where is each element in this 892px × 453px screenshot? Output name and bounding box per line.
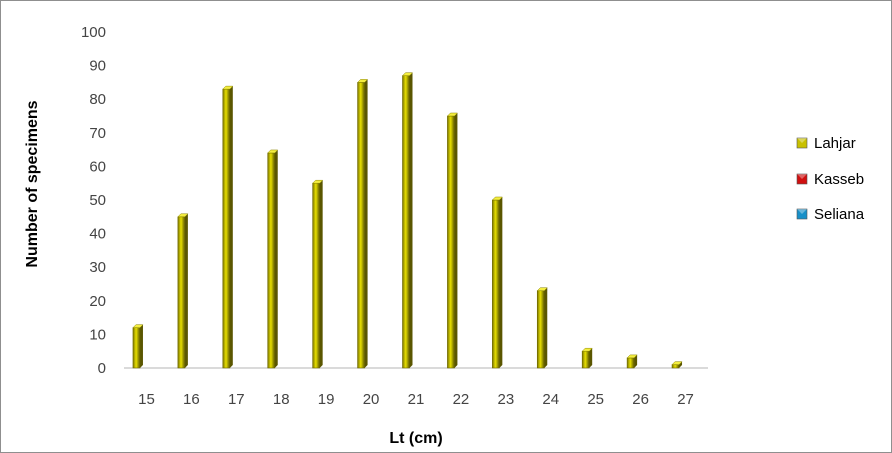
bar-cap <box>581 347 593 352</box>
bar <box>356 79 369 369</box>
bar-side <box>589 348 593 368</box>
x-tick-label: 17 <box>228 391 245 408</box>
bar-cap <box>312 179 324 184</box>
bar-face <box>626 357 635 369</box>
x-tick-label: 21 <box>408 391 425 408</box>
bar-cap <box>356 79 369 83</box>
bar-face <box>581 350 590 369</box>
bar-side <box>274 149 278 368</box>
bar-face <box>492 199 500 369</box>
bar-cap <box>222 85 234 90</box>
bar-cap <box>177 213 189 218</box>
x-axis-ticks: 15 16 17 18 19 20 21 22 23 24 25 26 27 <box>138 391 694 408</box>
y-tick-label: 80 <box>89 91 106 108</box>
bar-face <box>447 115 455 369</box>
x-tick-label: 15 <box>138 391 155 408</box>
bar-face <box>132 327 141 369</box>
bar <box>177 213 189 369</box>
bar <box>626 354 638 369</box>
x-axis-title: Lt (cm) <box>389 430 442 447</box>
x-tick-label: 23 <box>498 391 515 408</box>
bar-side <box>364 79 368 369</box>
bar-cap <box>267 149 279 154</box>
bar-face <box>357 82 365 369</box>
bar <box>491 196 503 369</box>
y-tick-label: 60 <box>89 158 106 175</box>
bar-side <box>544 287 548 368</box>
x-tick-label: 16 <box>183 391 200 408</box>
legend-swatch-highlight <box>797 174 807 179</box>
x-tick-label: 26 <box>632 391 649 408</box>
bar <box>222 85 234 369</box>
bar <box>446 112 459 369</box>
bar-cap <box>401 72 414 76</box>
x-tick-label: 24 <box>542 391 559 408</box>
legend-swatch <box>796 173 808 185</box>
y-tick-label: 20 <box>89 293 106 310</box>
y-tick-label: 10 <box>89 326 106 343</box>
legend-item: Seliana <box>796 206 865 223</box>
bar-cap <box>132 324 144 328</box>
y-tick-label: 30 <box>89 259 106 276</box>
bar-face <box>177 216 186 369</box>
bar-side <box>499 197 503 368</box>
bar-face <box>222 88 231 369</box>
legend-label: Seliana <box>814 206 865 223</box>
bar-side <box>409 72 413 369</box>
bar-face <box>671 364 680 369</box>
legend-item: Lahjar <box>796 135 856 152</box>
legend-swatch <box>796 137 808 149</box>
bar-side <box>634 354 638 368</box>
bar-cap <box>491 196 503 201</box>
legend-item: Kasseb <box>796 171 864 188</box>
bar-side <box>679 361 683 368</box>
bar <box>401 72 414 369</box>
bar-face <box>312 182 320 369</box>
x-tick-label: 18 <box>273 391 290 408</box>
x-tick-label: 27 <box>677 391 694 408</box>
bar-cap <box>626 354 638 359</box>
bar-side <box>229 86 233 369</box>
legend-label: Kasseb <box>814 171 864 188</box>
y-tick-label: 90 <box>89 58 106 75</box>
legend-swatch <box>796 208 808 220</box>
legend-swatch-highlight <box>797 138 807 143</box>
legend-label: Lahjar <box>814 135 856 152</box>
bar <box>581 347 593 369</box>
y-tick-label: 70 <box>89 125 106 142</box>
y-axis-ticks: 0 10 20 30 40 50 60 70 80 90 100 <box>81 24 106 377</box>
bar-face <box>267 152 276 369</box>
bar-series-group <box>132 72 683 369</box>
x-tick-label: 19 <box>318 391 335 408</box>
bar <box>312 179 324 369</box>
bar <box>267 149 279 369</box>
bar-side <box>319 180 323 368</box>
bar <box>132 324 144 369</box>
legend: Lahjar Kasseb Seliana <box>796 135 865 223</box>
plot-area: 0 10 20 30 40 50 60 70 80 90 100 15 16 17 18 19 20 21 22 2… <box>81 24 708 408</box>
legend-swatch-highlight <box>797 209 807 214</box>
y-tick-label: 100 <box>81 24 106 41</box>
x-tick-label: 20 <box>363 391 380 408</box>
y-tick-label: 50 <box>89 192 106 209</box>
bar <box>671 361 683 369</box>
bar-cap <box>671 361 683 365</box>
bar-face <box>402 75 410 369</box>
y-tick-label: 0 <box>98 360 106 377</box>
x-tick-label: 25 <box>587 391 604 408</box>
bar-side <box>139 324 143 368</box>
bar-face <box>536 290 545 369</box>
bar-cap <box>536 287 548 291</box>
bar-side <box>184 213 188 368</box>
bar-cap <box>446 112 459 117</box>
x-tick-label: 22 <box>453 391 470 408</box>
y-axis-title: Number of specimens <box>24 100 41 267</box>
y-tick-label: 40 <box>89 226 106 243</box>
bar-side <box>454 113 458 368</box>
bar <box>536 287 548 369</box>
